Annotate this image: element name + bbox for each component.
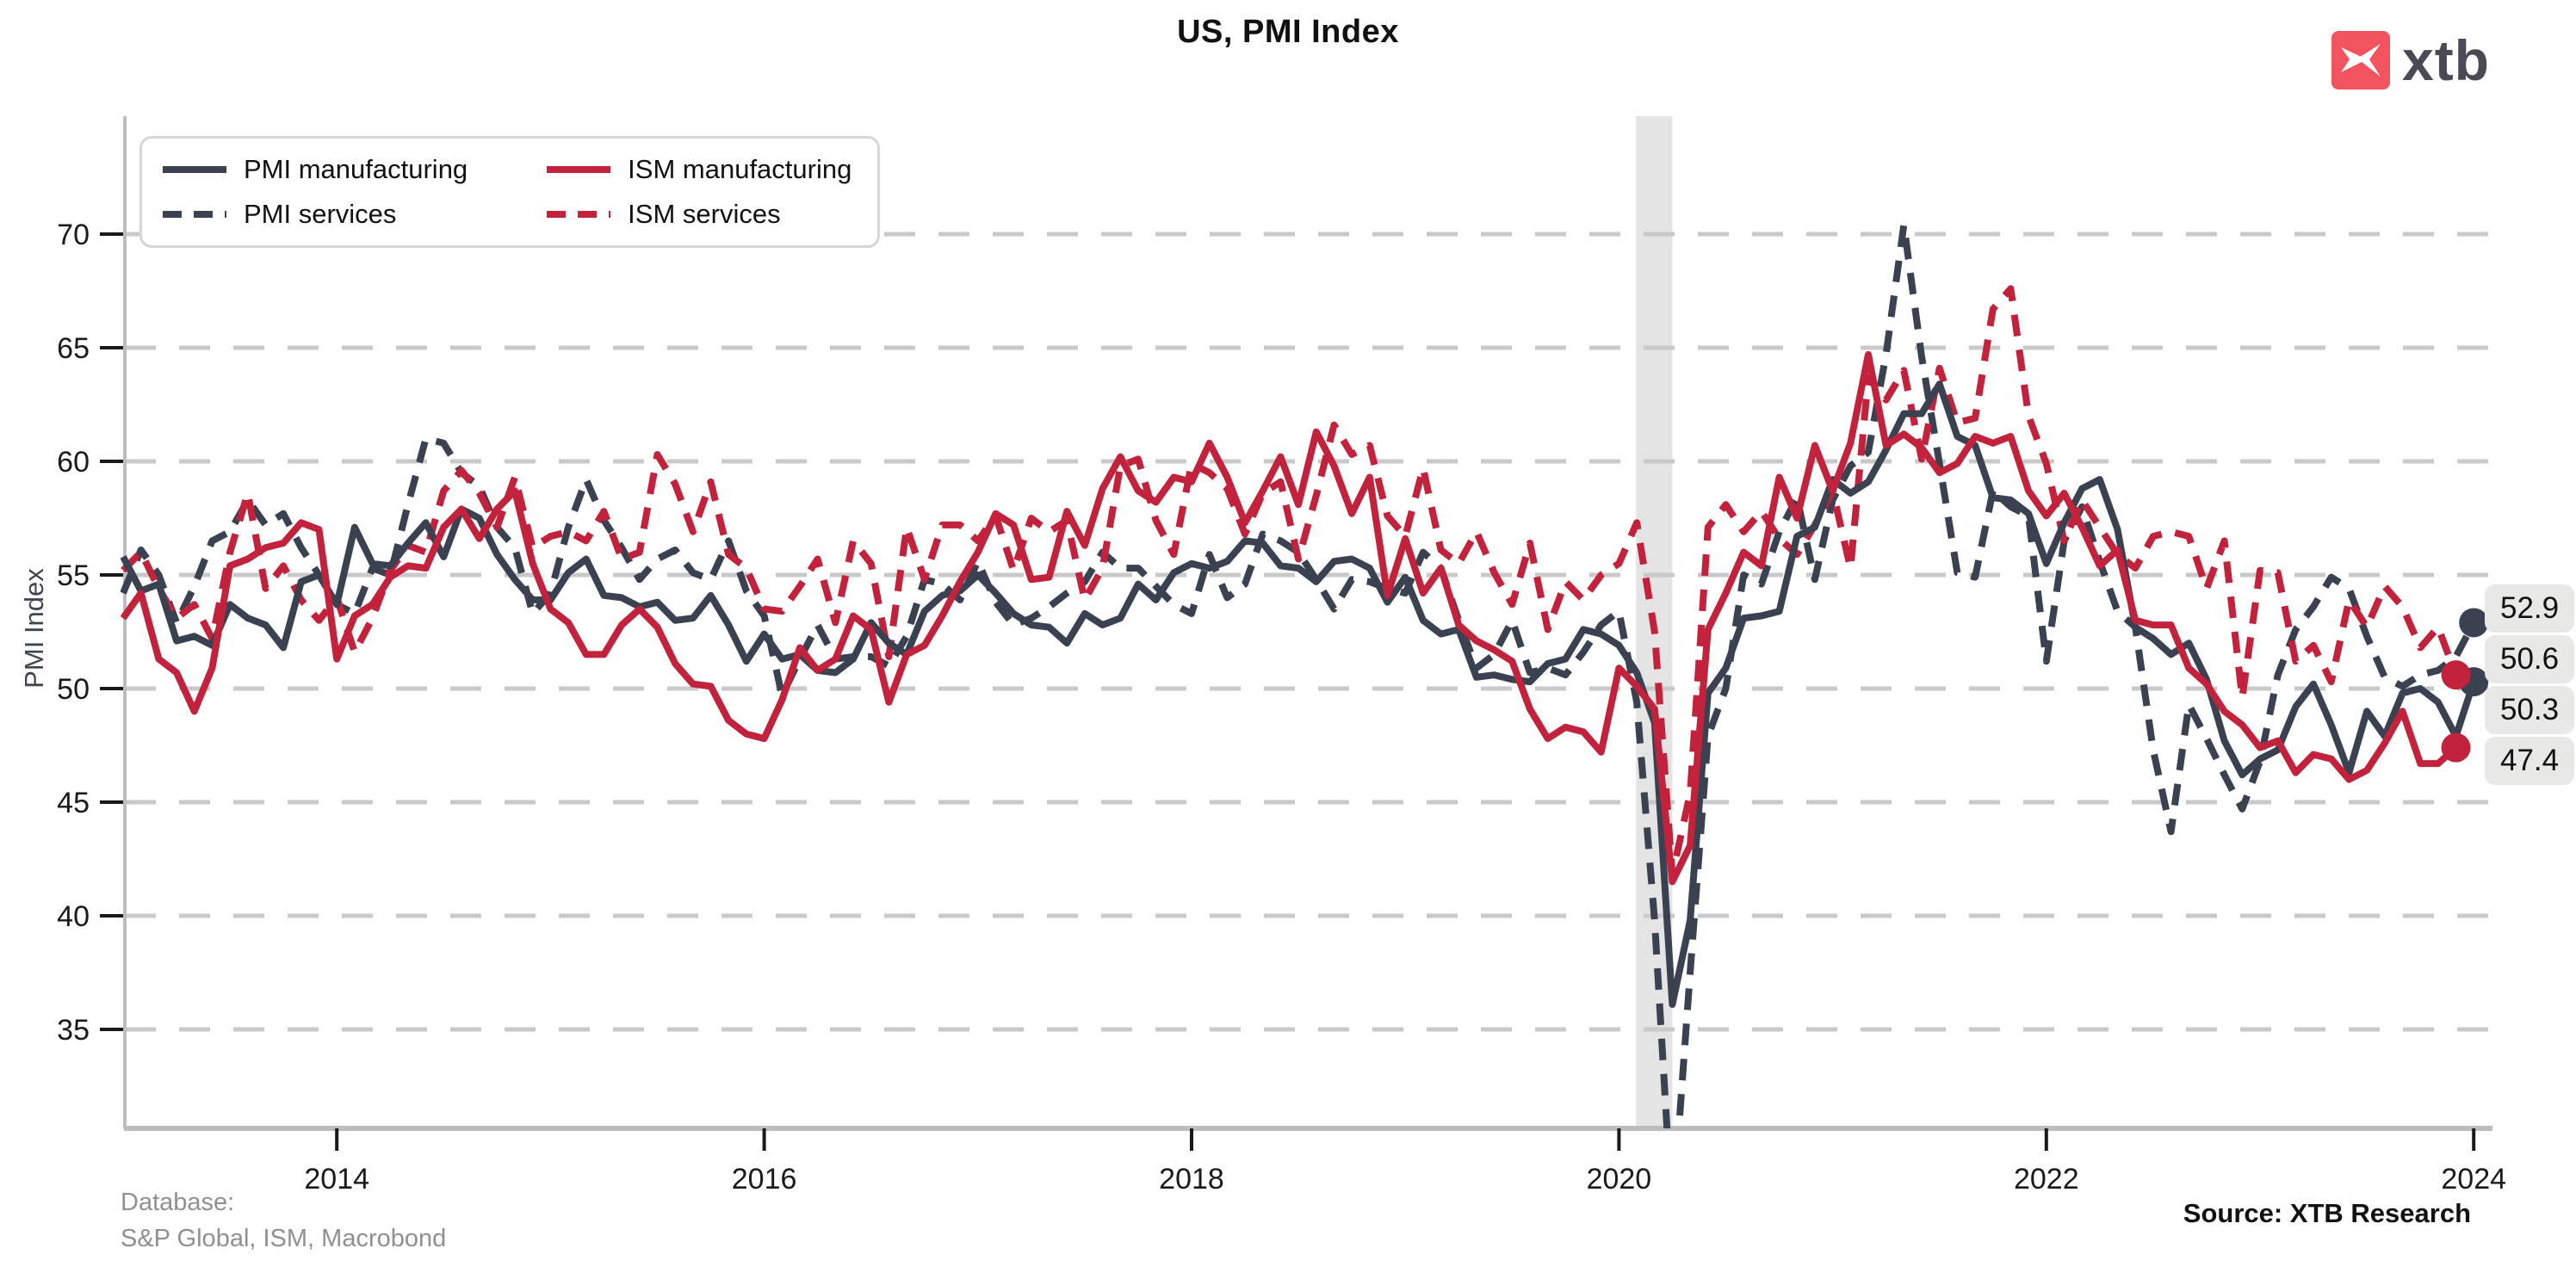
svg-text:40: 40 [57,900,90,933]
chart-title: US, PMI Index [1177,14,1399,50]
end-value-label: 52.9 [2485,584,2575,633]
legend-label: PMI services [244,199,397,229]
line-ism-manufacturing [121,350,2459,886]
svg-text:50: 50 [57,673,90,706]
svg-text:65: 65 [57,332,90,365]
line-ism-services [121,285,2460,879]
end-value-label: 50.6 [2485,635,2575,683]
xtb-bird-icon [2341,44,2381,77]
svg-text:45: 45 [57,787,90,819]
line-pmi-manufacturing [121,380,2478,1008]
legend-label: ISM services [628,199,781,229]
svg-text:2014: 2014 [304,1163,369,1196]
database-note: Database: S&P Global, ISM, Macrobond [121,1184,446,1257]
svg-text:60: 60 [57,446,90,479]
end-value-label: 47.4 [2485,737,2575,785]
end-dot-ism-manufacturing [2441,732,2471,763]
svg-text:70: 70 [57,219,90,251]
legend-label: ISM manufacturing [628,154,852,184]
legend-item-ism-manufacturing: ISM manufacturing [547,154,851,185]
xtb-logo-square [2331,31,2390,90]
x-axis-ticks: 2014 2016 2018 2020 2022 2024 [304,1128,2506,1196]
ism-manufacturing-line-swatch [547,166,611,173]
svg-text:2022: 2022 [2014,1163,2079,1196]
ism-services-line-swatch [547,211,611,218]
legend-label: PMI manufacturing [244,154,468,184]
svg-text:2018: 2018 [1159,1163,1224,1196]
legend-item-ism-services: ISM services [547,199,851,230]
database-value: S&P Global, ISM, Macrobond [121,1225,447,1252]
database-label: Database: [121,1189,235,1216]
end-dot-ism-services [2441,660,2471,690]
end-value-label: 50.3 [2485,686,2575,734]
line-pmi-services [121,221,2477,1128]
svg-text:35: 35 [57,1014,90,1047]
end-dot-pmi-services [2459,608,2489,638]
y-axis-ticks: 70 65 60 55 50 45 40 35 [57,219,123,1047]
chart-legend: PMI manufacturing ISM manufacturing PMI … [139,136,881,248]
source-note: Source: XTB Research [2183,1198,2471,1228]
xtb-logo: xtb [2331,31,2490,90]
svg-text:2020: 2020 [1587,1163,1652,1196]
series-lines [121,221,2478,1128]
svg-text:55: 55 [57,559,90,592]
legend-item-pmi-manufacturing: PMI manufacturing [163,154,468,185]
legend-item-pmi-services: PMI services [163,199,468,230]
svg-text:2016: 2016 [732,1163,797,1196]
series-end-dots [2441,608,2489,763]
pmi-services-line-swatch [163,211,226,218]
pmi-manufacturing-line-swatch [163,166,226,173]
svg-text:2024: 2024 [2441,1163,2506,1196]
xtb-logo-text: xtb [2402,28,2490,92]
